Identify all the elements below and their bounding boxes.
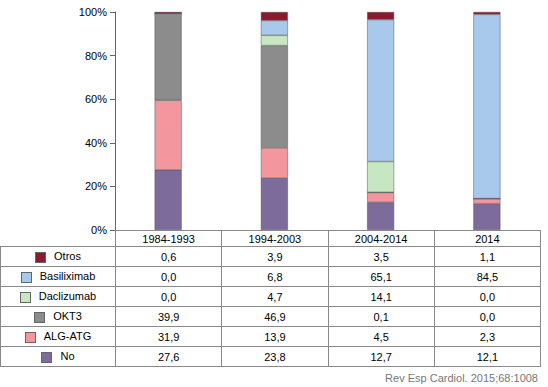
html-text:Rev Esp Cardiol. 2015;68:1008: Rev Esp Cardiol. 2015;68:1008 — [385, 372, 538, 384]
html-text:3,9: 3,9 — [267, 250, 283, 263]
html-text:12,7: 12,7 — [370, 350, 392, 363]
html-text:31,9: 31,9 — [157, 330, 180, 343]
html-text:0,0: 0,0 — [161, 290, 177, 303]
svg-text:100%: 100% — [79, 6, 107, 18]
html-text:2,3: 2,3 — [479, 330, 495, 343]
html-text:65,1: 65,1 — [370, 270, 392, 283]
html-text:Otros: Otros — [54, 250, 81, 263]
svg-text:60%: 60% — [85, 93, 107, 105]
html-text:ALG-ATG: ALG-ATG — [43, 330, 92, 343]
html-text:Basiliximab: Basiliximab — [39, 270, 96, 283]
svg-text:0%: 0% — [91, 224, 107, 236]
html-text:46,9: 46,9 — [264, 310, 286, 323]
html-text:13,9: 13,9 — [264, 330, 286, 343]
html-text:4,7: 4,7 — [267, 290, 283, 303]
svg-text:20%: 20% — [85, 180, 107, 192]
html-text:84,5: 84,5 — [476, 270, 499, 283]
html-text:No: No — [60, 350, 75, 363]
html-text:3,5: 3,5 — [373, 250, 389, 263]
html-text:23,8: 23,8 — [264, 350, 286, 363]
html-text:4,5: 4,5 — [373, 330, 389, 343]
html-text:OKT3: OKT3 — [53, 310, 82, 323]
html-text:6,8: 6,8 — [267, 270, 283, 283]
html-text:1,1: 1,1 — [479, 250, 495, 263]
svg-text:80%: 80% — [85, 50, 107, 62]
html-text:39,9: 39,9 — [157, 310, 180, 323]
html-text:1984-1993: 1984-1993 — [142, 232, 195, 245]
html-text:14,1: 14,1 — [370, 290, 392, 303]
html-text:0,6: 0,6 — [161, 250, 177, 263]
html-text:2014: 2014 — [475, 232, 500, 245]
html-text:0,0: 0,0 — [479, 290, 495, 303]
svg-text:40%: 40% — [85, 137, 107, 149]
html-text:27,6: 27,6 — [157, 350, 180, 363]
html-text:0,1: 0,1 — [373, 310, 389, 323]
html-text:12,1: 12,1 — [476, 350, 499, 363]
html-text:0,0: 0,0 — [161, 270, 177, 283]
html-text:1994-2003: 1994-2003 — [248, 232, 302, 245]
html-text:2004-2014: 2004-2014 — [354, 232, 408, 245]
html-text:0,0: 0,0 — [479, 310, 495, 323]
html-text:Daclizumab: Daclizumab — [38, 290, 97, 303]
